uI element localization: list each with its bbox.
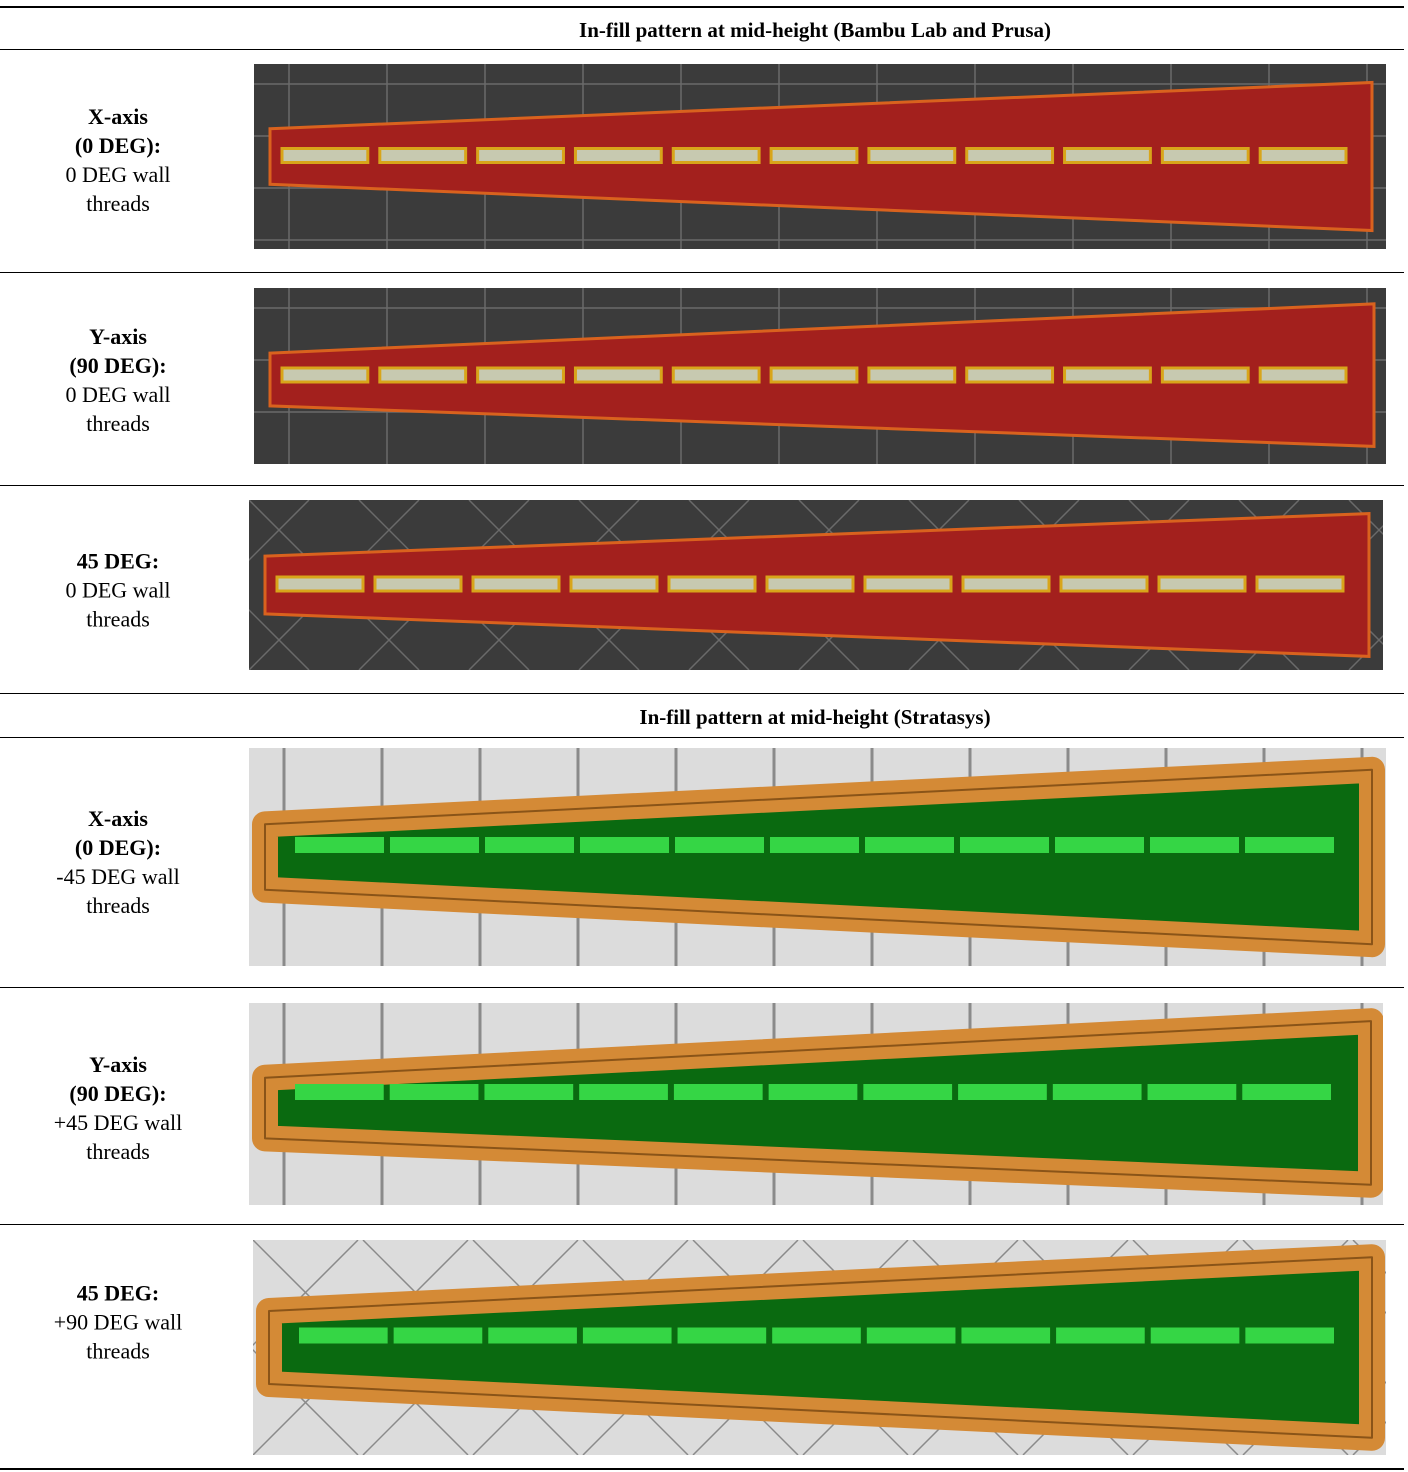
section-header: In-fill pattern at mid-height (Stratasys…	[230, 705, 1400, 730]
table-rule	[0, 987, 1404, 988]
label-text: +45 DEG wall	[18, 1108, 218, 1137]
table-rule	[0, 1468, 1404, 1470]
label-text: 0 DEG wall	[18, 160, 218, 189]
section-header: In-fill pattern at mid-height (Bambu Lab…	[230, 18, 1400, 43]
slicer-image	[253, 1240, 1386, 1455]
label-bold: Y-axis	[18, 322, 218, 351]
label-bold: X-axis	[18, 804, 218, 833]
table-rule	[0, 272, 1404, 273]
label-text: -45 DEG wall	[18, 862, 218, 891]
table-rule	[0, 737, 1404, 738]
slicer-image	[254, 64, 1386, 249]
label-text: +90 DEG wall	[18, 1308, 218, 1337]
label-bold: (0 DEG):	[18, 131, 218, 160]
slicer-image	[254, 288, 1386, 464]
slicer-image	[249, 748, 1386, 966]
table-rule	[0, 485, 1404, 486]
label-bold: 45 DEG:	[18, 547, 218, 576]
label-text: threads	[18, 891, 218, 920]
label-text: 0 DEG wall	[18, 380, 218, 409]
label-bold: (90 DEG):	[18, 1079, 218, 1108]
slicer-image	[249, 500, 1383, 670]
label-bold: Y-axis	[18, 1050, 218, 1079]
label-text: threads	[18, 1337, 218, 1366]
label-text: threads	[18, 189, 218, 218]
table-page: In-fill pattern at mid-height (Bambu Lab…	[0, 0, 1408, 1472]
label-text: threads	[18, 1137, 218, 1166]
label-bold: X-axis	[18, 102, 218, 131]
table-rule	[0, 49, 1404, 50]
table-rule	[0, 6, 1404, 8]
label-bold: (90 DEG):	[18, 351, 218, 380]
table-rule	[0, 1224, 1404, 1225]
label-text: threads	[18, 605, 218, 634]
table-rule	[0, 693, 1404, 694]
slicer-image	[249, 1003, 1383, 1205]
label-bold: 45 DEG:	[18, 1279, 218, 1308]
label-text: threads	[18, 409, 218, 438]
label-text: 0 DEG wall	[18, 576, 218, 605]
label-bold: (0 DEG):	[18, 833, 218, 862]
